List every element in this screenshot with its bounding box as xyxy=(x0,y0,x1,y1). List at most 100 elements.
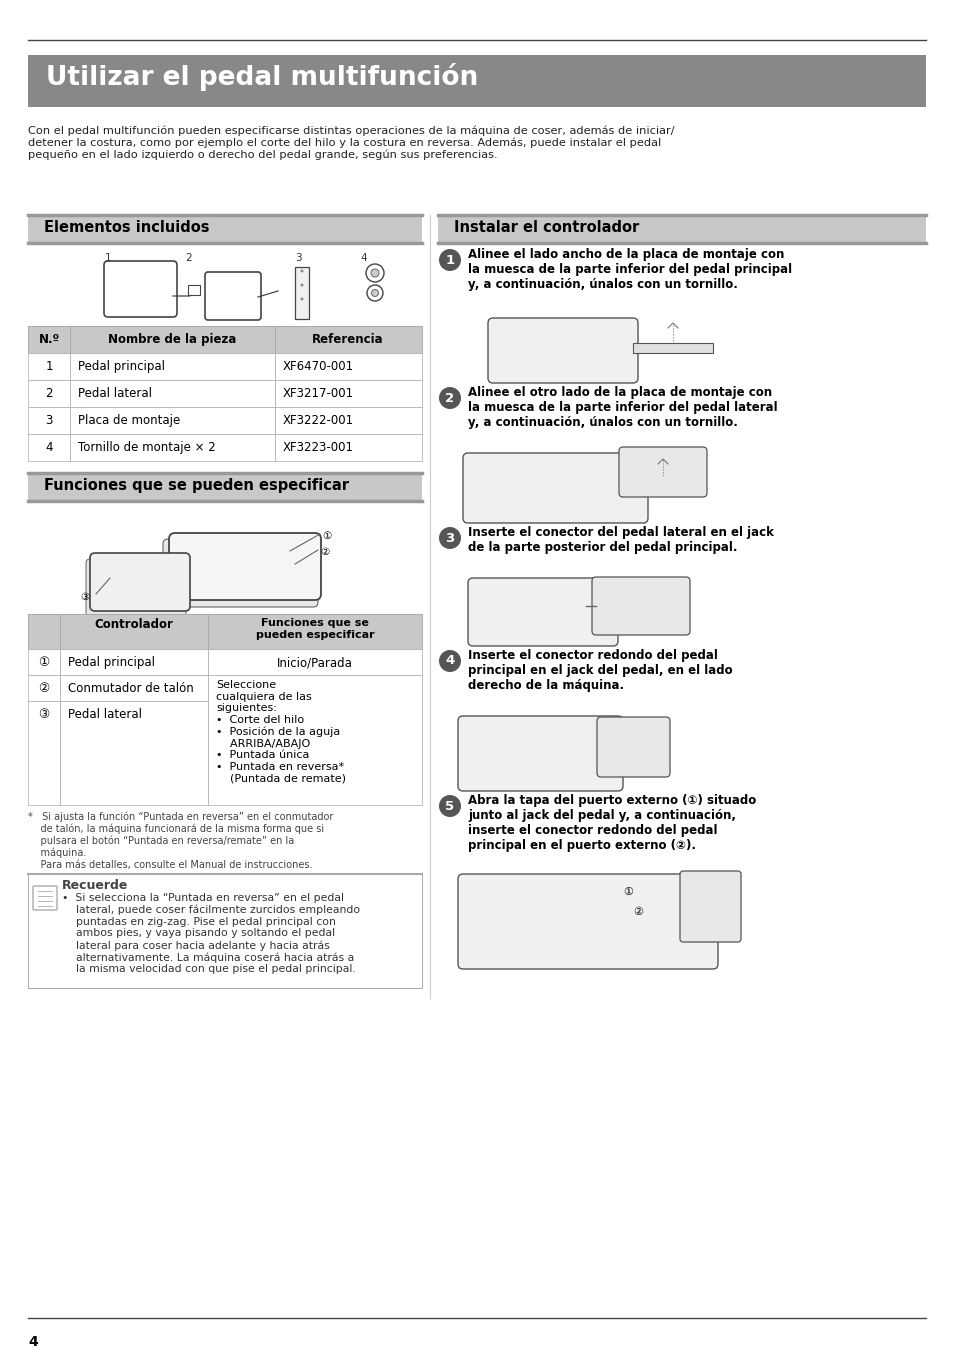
Text: ③: ③ xyxy=(38,707,50,721)
Bar xyxy=(437,215,925,243)
FancyBboxPatch shape xyxy=(86,559,186,617)
Circle shape xyxy=(438,795,460,817)
Circle shape xyxy=(300,284,303,286)
Bar xyxy=(28,55,925,107)
Bar xyxy=(274,325,421,352)
Bar xyxy=(208,649,421,675)
FancyBboxPatch shape xyxy=(205,271,261,320)
FancyBboxPatch shape xyxy=(90,554,190,612)
Bar xyxy=(28,406,70,433)
Text: Pedal principal: Pedal principal xyxy=(68,656,154,670)
Text: Seleccione
cualquiera de las
siguientes:
•  Corte del hilo
•  Posición de la agu: Seleccione cualquiera de las siguientes:… xyxy=(215,680,346,783)
FancyBboxPatch shape xyxy=(597,717,669,778)
Text: Pedal lateral: Pedal lateral xyxy=(78,387,152,400)
FancyBboxPatch shape xyxy=(457,873,718,969)
Text: Controlador: Controlador xyxy=(94,618,173,630)
Bar xyxy=(28,433,70,460)
FancyBboxPatch shape xyxy=(169,533,320,599)
Bar xyxy=(28,352,70,379)
Text: Instalar el controlador: Instalar el controlador xyxy=(454,220,639,235)
Text: ①: ① xyxy=(322,531,331,541)
Bar xyxy=(208,614,421,649)
Text: XF6470-001: XF6470-001 xyxy=(283,360,354,373)
Text: Referencia: Referencia xyxy=(312,333,383,346)
Circle shape xyxy=(438,387,460,409)
Circle shape xyxy=(371,269,378,277)
FancyBboxPatch shape xyxy=(33,886,57,910)
FancyBboxPatch shape xyxy=(104,261,177,317)
Bar xyxy=(28,649,60,675)
Circle shape xyxy=(300,297,303,301)
Text: ②: ② xyxy=(633,907,642,917)
Text: Pedal principal: Pedal principal xyxy=(78,360,165,373)
Bar xyxy=(70,379,274,406)
Text: 2: 2 xyxy=(185,252,192,263)
Text: 4: 4 xyxy=(359,252,366,263)
Circle shape xyxy=(438,649,460,672)
Text: N.º: N.º xyxy=(38,333,59,346)
Bar xyxy=(28,472,421,501)
Text: 1: 1 xyxy=(445,254,454,266)
Bar xyxy=(70,433,274,460)
Text: Pedal lateral: Pedal lateral xyxy=(68,707,142,721)
Text: 2: 2 xyxy=(445,392,454,405)
Text: Conmutador de talón: Conmutador de talón xyxy=(68,682,193,695)
Bar xyxy=(28,614,60,649)
FancyBboxPatch shape xyxy=(488,319,638,383)
Text: ③: ③ xyxy=(80,593,90,602)
Text: Inserte el conector redondo del pedal
principal en el jack del pedal, en el lado: Inserte el conector redondo del pedal pr… xyxy=(468,649,732,693)
FancyBboxPatch shape xyxy=(592,576,689,634)
FancyBboxPatch shape xyxy=(163,539,317,608)
Bar xyxy=(208,675,421,805)
Bar xyxy=(60,649,208,675)
Circle shape xyxy=(438,248,460,271)
Bar xyxy=(70,352,274,379)
Text: ②: ② xyxy=(38,682,50,695)
Text: Funciones que se pueden especificar: Funciones que se pueden especificar xyxy=(44,478,349,493)
Text: Alinee el lado ancho de la placa de montaje con
la muesca de la parte inferior d: Alinee el lado ancho de la placa de mont… xyxy=(468,248,791,292)
Bar xyxy=(60,614,208,649)
Bar xyxy=(70,325,274,352)
Circle shape xyxy=(371,289,378,297)
FancyBboxPatch shape xyxy=(468,578,618,647)
Bar xyxy=(633,343,712,352)
Circle shape xyxy=(300,270,303,273)
FancyBboxPatch shape xyxy=(462,454,647,522)
Bar xyxy=(28,325,70,352)
Text: ①: ① xyxy=(622,887,633,896)
Bar xyxy=(294,267,309,319)
Bar xyxy=(274,433,421,460)
Text: Nombre de la pieza: Nombre de la pieza xyxy=(108,333,236,346)
Text: Utilizar el pedal multifunción: Utilizar el pedal multifunción xyxy=(46,63,477,90)
Bar xyxy=(188,285,200,296)
Text: 3: 3 xyxy=(445,532,455,544)
Bar xyxy=(28,675,60,701)
Text: Elementos incluidos: Elementos incluidos xyxy=(44,220,210,235)
Bar xyxy=(274,352,421,379)
Text: 4: 4 xyxy=(445,655,455,667)
Text: ②: ② xyxy=(319,547,329,558)
Bar xyxy=(28,701,60,805)
Bar xyxy=(70,406,274,433)
Text: 1: 1 xyxy=(105,252,112,263)
Text: Inicio/Parada: Inicio/Parada xyxy=(276,656,353,670)
Text: Abra la tapa del puerto externo (①) situado
junto al jack del pedal y, a continu: Abra la tapa del puerto externo (①) situ… xyxy=(468,794,756,852)
Text: XF3217-001: XF3217-001 xyxy=(283,387,354,400)
Text: 2: 2 xyxy=(45,387,52,400)
Bar xyxy=(60,675,208,701)
Text: Funciones que se
pueden especificar: Funciones que se pueden especificar xyxy=(255,618,374,640)
Bar xyxy=(28,215,421,243)
Bar xyxy=(28,379,70,406)
Text: Inserte el conector del pedal lateral en el jack
de la parte posterior del pedal: Inserte el conector del pedal lateral en… xyxy=(468,526,773,554)
Text: •  Si selecciona la “Puntada en reversa” en el pedal
    lateral, puede coser fá: • Si selecciona la “Puntada en reversa” … xyxy=(62,892,359,975)
Text: *   Si ajusta la función “Puntada en reversa” en el conmutador
    de talón, la : * Si ajusta la función “Puntada en rever… xyxy=(28,811,333,869)
FancyBboxPatch shape xyxy=(618,447,706,497)
Bar xyxy=(60,701,208,805)
Text: Alinee el otro lado de la placa de montaje con
la muesca de la parte inferior de: Alinee el otro lado de la placa de monta… xyxy=(468,386,777,429)
FancyBboxPatch shape xyxy=(457,716,622,791)
Text: Recuerde: Recuerde xyxy=(62,879,129,892)
Text: ①: ① xyxy=(38,656,50,670)
Circle shape xyxy=(367,285,382,301)
Text: 1: 1 xyxy=(45,360,52,373)
Circle shape xyxy=(366,265,384,282)
